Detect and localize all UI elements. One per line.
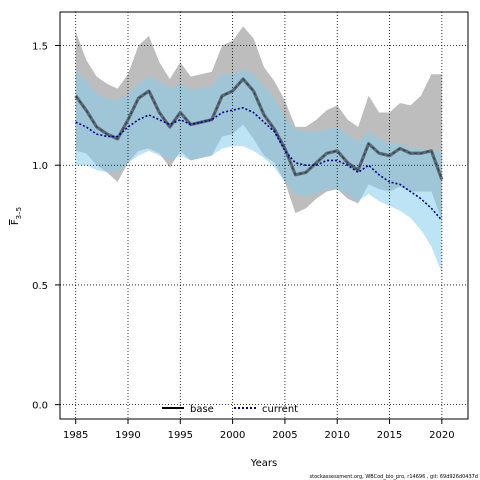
y-tick-label-1: 1.0: [32, 161, 48, 172]
footnote: stockassessment.org, WBCod_bio_pro, r146…: [310, 474, 478, 480]
y-axis: 0.0 0.5 1.0 1.5: [32, 42, 60, 412]
grid-lines: [60, 12, 468, 419]
y-tick-label-1.5: 1.5: [32, 42, 48, 53]
y-axis-title: F3–5: [10, 207, 23, 225]
current-series-line: [75, 106, 443, 221]
legend: base current: [162, 404, 298, 415]
x-tick-label-2010: 2010: [325, 430, 350, 441]
x-tick-label-2000: 2000: [220, 430, 245, 441]
confidence-bands: [75, 26, 442, 273]
legend-base-label: base: [190, 404, 214, 415]
svg-text:F3–5: F3–5: [10, 207, 23, 225]
series-lines: [74, 77, 444, 221]
y-tick-label-0: 0.0: [32, 401, 48, 412]
plot-frame: [59, 11, 469, 420]
legend-current-label: current: [262, 404, 298, 415]
x-tick-label-1985: 1985: [63, 430, 88, 441]
x-tick-label-2015: 2015: [377, 430, 402, 441]
x-tick-label-2020: 2020: [429, 430, 454, 441]
x-tick-label-2005: 2005: [272, 430, 297, 441]
x-axis: 1985 1990 1995 2000 2005 2010 2015 2020: [63, 419, 455, 441]
current-confidence-band: [75, 69, 442, 273]
y-tick-label-0.5: 0.5: [32, 281, 48, 292]
x-tick-label-1990: 1990: [115, 430, 140, 441]
y-axis-title-sub: 3–5: [15, 207, 23, 219]
base-series-line-inner: [75, 78, 443, 180]
x-axis-title: Years: [250, 458, 277, 469]
y-axis-title-main: F: [10, 219, 21, 225]
x-tick-label-1995: 1995: [168, 430, 193, 441]
